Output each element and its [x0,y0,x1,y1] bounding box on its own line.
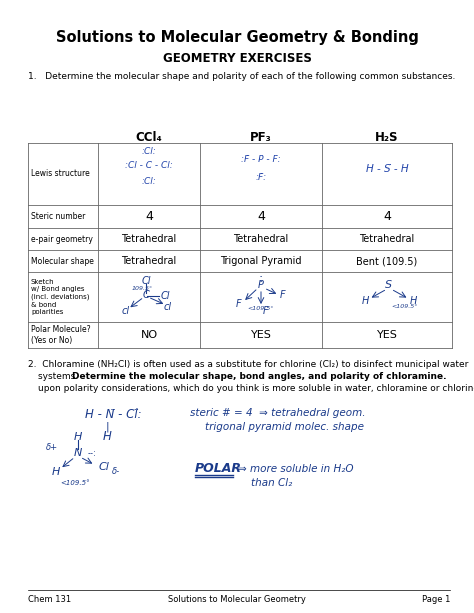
Text: Sketch
w/ Bond angles
(incl. deviations)
& bond
polarities: Sketch w/ Bond angles (incl. deviations)… [31,279,90,315]
Text: Tetrahedral: Tetrahedral [359,234,415,244]
Text: ⇒ more soluble in H₂O: ⇒ more soluble in H₂O [238,464,354,474]
Text: H₂S: H₂S [375,131,399,144]
Text: YES: YES [251,330,272,340]
Text: Page 1: Page 1 [422,595,450,604]
Text: :Cl - C - Cl:: :Cl - C - Cl: [125,161,173,170]
Text: trigonal pyramid molec. shape: trigonal pyramid molec. shape [205,422,364,432]
Text: steric # = 4  ⇒ tetrahedral geom.: steric # = 4 ⇒ tetrahedral geom. [190,408,365,418]
Text: H - S̈ - H: H - S̈ - H [365,164,408,174]
Text: F: F [236,299,242,309]
Text: 4: 4 [383,210,391,223]
Text: GEOMETRY EXERCISES: GEOMETRY EXERCISES [163,52,311,65]
Text: Chem 131: Chem 131 [28,595,71,604]
Text: S: S [385,280,392,290]
Text: <109.5°: <109.5° [247,306,273,311]
Text: 1.   Determine the molecular shape and polarity of each of the following common : 1. Determine the molecular shape and pol… [28,72,456,81]
Text: <109.5°: <109.5° [60,480,90,486]
Text: |: | [105,421,109,432]
Text: POLAR: POLAR [195,462,242,475]
Text: :Cl:: :Cl: [142,177,156,186]
Text: Cl: Cl [161,291,171,301]
Text: cl: cl [164,302,172,312]
Text: --:: --: [88,449,97,457]
Text: F: F [263,306,269,316]
Text: Steric number: Steric number [31,212,85,221]
Text: Tetrahedral: Tetrahedral [121,234,177,244]
Text: :Ḟ:: :Ḟ: [255,172,266,181]
Text: Cl: Cl [141,276,151,286]
Text: NO: NO [140,330,157,340]
Text: H - N̈ - Cl̈:: H - N̈ - Cl̈: [85,408,142,421]
Text: N: N [74,448,82,458]
Text: Solutions to Molecular Geometry & Bonding: Solutions to Molecular Geometry & Bondin… [55,30,419,45]
Text: δ-: δ- [112,466,120,476]
Text: <109.5°: <109.5° [391,305,418,310]
Text: cl: cl [122,306,130,316]
Text: H: H [410,296,417,306]
Text: CCl₄: CCl₄ [136,131,163,144]
Text: H: H [74,432,82,442]
Text: PF₃: PF₃ [250,131,272,144]
Text: Molecular shape: Molecular shape [31,256,94,265]
Text: Bent (109.5): Bent (109.5) [356,256,418,266]
Text: P: P [258,280,264,290]
Text: Lewis structure: Lewis structure [31,170,90,178]
Text: H: H [361,296,369,306]
Text: :Cl:: :Cl: [142,148,156,156]
Text: than Cl₂: than Cl₂ [251,478,292,488]
Text: Solutions to Molecular Geometry: Solutions to Molecular Geometry [168,595,306,604]
Text: F: F [280,290,286,300]
Text: YES: YES [376,330,397,340]
Text: C: C [143,290,149,300]
Text: Trigonal Pyramid: Trigonal Pyramid [220,256,302,266]
Text: H: H [102,430,111,443]
Text: H: H [52,467,60,477]
Text: 2.  Chloramine (NH₂Cl) is often used as a substitute for chlorine (Cl₂) to disin: 2. Chloramine (NH₂Cl) is often used as a… [28,360,468,369]
Text: 109.5°: 109.5° [132,286,153,292]
Text: Tetrahedral: Tetrahedral [121,256,177,266]
Text: systems.: systems. [38,372,84,381]
Text: 4: 4 [145,210,153,223]
Text: Tetrahedral: Tetrahedral [233,234,289,244]
Text: Polar Molecule?
(Yes or No): Polar Molecule? (Yes or No) [31,325,91,345]
Text: Determine the molecular shape, bond angles, and polarity of chloramine.: Determine the molecular shape, bond angl… [72,372,447,381]
Text: e-pair geometry: e-pair geometry [31,235,93,243]
Text: upon polarity considerations, which do you think is more soluble in water, chlor: upon polarity considerations, which do y… [38,384,474,393]
Text: :: : [259,273,263,286]
Text: 4: 4 [257,210,265,223]
Text: :Ḟ - Ṗ - Ḟ:: :Ḟ - Ṗ - Ḟ: [241,156,281,164]
Text: Cl: Cl [99,462,110,472]
Text: δ+: δ+ [46,443,58,452]
